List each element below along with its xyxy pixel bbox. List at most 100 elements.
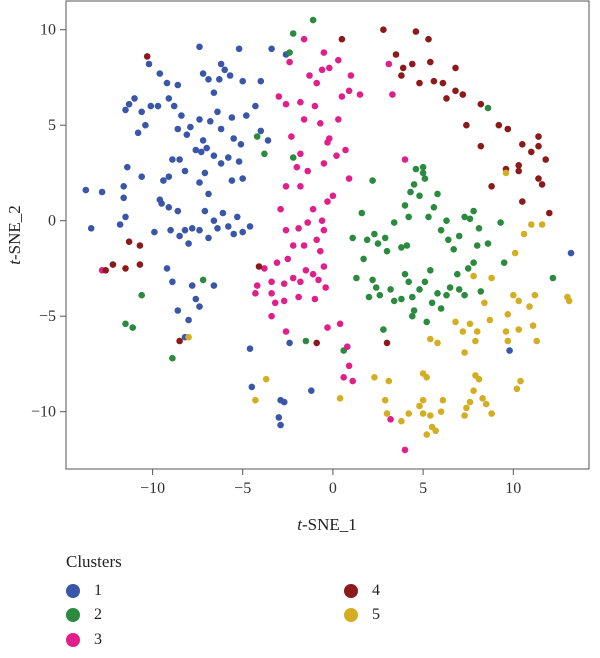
point-cluster-3: [280, 297, 288, 305]
point-cluster-2: [398, 295, 405, 303]
point-cluster-2: [410, 307, 418, 314]
legend-label-3: 3: [94, 631, 102, 648]
point-cluster-2: [138, 291, 145, 299]
point-cluster-1: [167, 226, 174, 234]
point-cluster-2: [289, 30, 297, 37]
point-cluster-4: [542, 156, 549, 163]
point-cluster-1: [230, 230, 237, 238]
point-cluster-5: [383, 410, 391, 417]
point-cluster-3: [286, 58, 293, 66]
point-cluster-1: [196, 179, 203, 186]
point-cluster-1: [219, 209, 227, 217]
point-cluster-2: [390, 219, 398, 226]
point-cluster-5: [466, 398, 474, 406]
point-cluster-1: [134, 129, 142, 137]
point-cluster-4: [538, 181, 546, 188]
point-cluster-4: [136, 261, 144, 268]
point-cluster-2: [416, 286, 423, 293]
point-cluster-2: [484, 104, 492, 112]
point-cluster-1: [246, 345, 254, 353]
point-cluster-3: [345, 175, 353, 182]
point-cluster-5: [416, 402, 423, 410]
point-cluster-1: [239, 175, 246, 182]
point-cluster-1: [210, 282, 218, 289]
point-cluster-1: [252, 102, 259, 110]
point-cluster-3: [253, 282, 261, 289]
point-cluster-1: [163, 265, 171, 272]
point-cluster-3: [313, 236, 321, 244]
point-cluster-1: [239, 77, 246, 85]
point-cluster-1: [183, 131, 191, 138]
point-cluster-2: [390, 297, 398, 305]
point-cluster-5: [526, 303, 533, 310]
point-cluster-4: [488, 183, 495, 190]
point-cluster-2: [419, 169, 427, 177]
point-cluster-4: [452, 64, 459, 72]
point-cluster-2: [353, 274, 360, 282]
point-cluster-1: [234, 213, 241, 221]
point-cluster-1: [98, 188, 106, 196]
point-cluster-3: [385, 60, 393, 68]
point-cluster-3: [304, 167, 312, 175]
point-cluster-5: [475, 375, 483, 383]
point-cluster-1: [210, 152, 218, 159]
point-cluster-2: [464, 265, 472, 272]
point-cluster-3: [282, 183, 290, 190]
point-cluster-5: [381, 396, 389, 404]
point-cluster-1: [122, 213, 129, 221]
point-cluster-2: [302, 337, 310, 345]
point-cluster-5: [520, 230, 528, 238]
point-cluster-1: [280, 398, 288, 406]
point-cluster-2: [129, 324, 136, 331]
point-cluster-5: [336, 395, 344, 402]
x-axis: −10 −5 0 5 10: [140, 469, 521, 497]
point-cluster-5: [452, 318, 459, 326]
point-cluster-2: [405, 278, 413, 286]
point-cluster-2: [434, 290, 441, 297]
point-cluster-3: [320, 263, 328, 270]
point-cluster-2: [484, 240, 492, 247]
point-cluster-4: [427, 58, 434, 66]
point-cluster-3: [277, 205, 284, 213]
point-cluster-5: [252, 396, 259, 404]
point-cluster-5: [371, 374, 378, 381]
point-cluster-2: [446, 284, 454, 291]
point-cluster-5: [504, 311, 512, 318]
point-cluster-1: [165, 204, 173, 211]
point-cluster-4: [143, 53, 151, 60]
point-cluster-1: [275, 414, 283, 421]
point-cluster-4: [452, 87, 459, 95]
legend-label-4: 4: [372, 582, 380, 599]
point-cluster-4: [338, 35, 346, 43]
point-cluster-5: [486, 316, 494, 324]
point-cluster-4: [122, 265, 129, 272]
legend-item-2: 2: [66, 604, 102, 626]
point-cluster-1: [124, 163, 131, 171]
point-cluster-5: [531, 291, 539, 299]
point-cluster-1: [506, 347, 513, 354]
point-cluster-3: [275, 93, 283, 100]
point-cluster-3: [320, 49, 328, 56]
point-cluster-2: [445, 236, 452, 244]
point-cluster-1: [192, 295, 200, 303]
point-cluster-1: [138, 108, 145, 116]
point-cluster-3: [345, 87, 353, 95]
point-cluster-1: [82, 186, 90, 194]
point-cluster-3: [282, 226, 290, 234]
point-cluster-2: [412, 165, 420, 173]
point-cluster-3: [315, 276, 322, 284]
point-cluster-2: [473, 242, 481, 249]
point-cluster-2: [309, 16, 317, 24]
point-cluster-3: [318, 66, 326, 74]
point-cluster-4: [136, 242, 144, 249]
point-cluster-1: [122, 106, 129, 114]
point-cluster-4: [430, 77, 438, 85]
point-cluster-4: [546, 209, 553, 217]
y-tick-label: 0: [48, 213, 56, 230]
point-cluster-2: [410, 181, 418, 188]
point-cluster-3: [302, 267, 310, 274]
point-cluster-4: [412, 28, 420, 35]
point-cluster-1: [308, 387, 315, 395]
point-cluster-3: [268, 278, 275, 286]
x-tick-label: 0: [329, 480, 337, 497]
